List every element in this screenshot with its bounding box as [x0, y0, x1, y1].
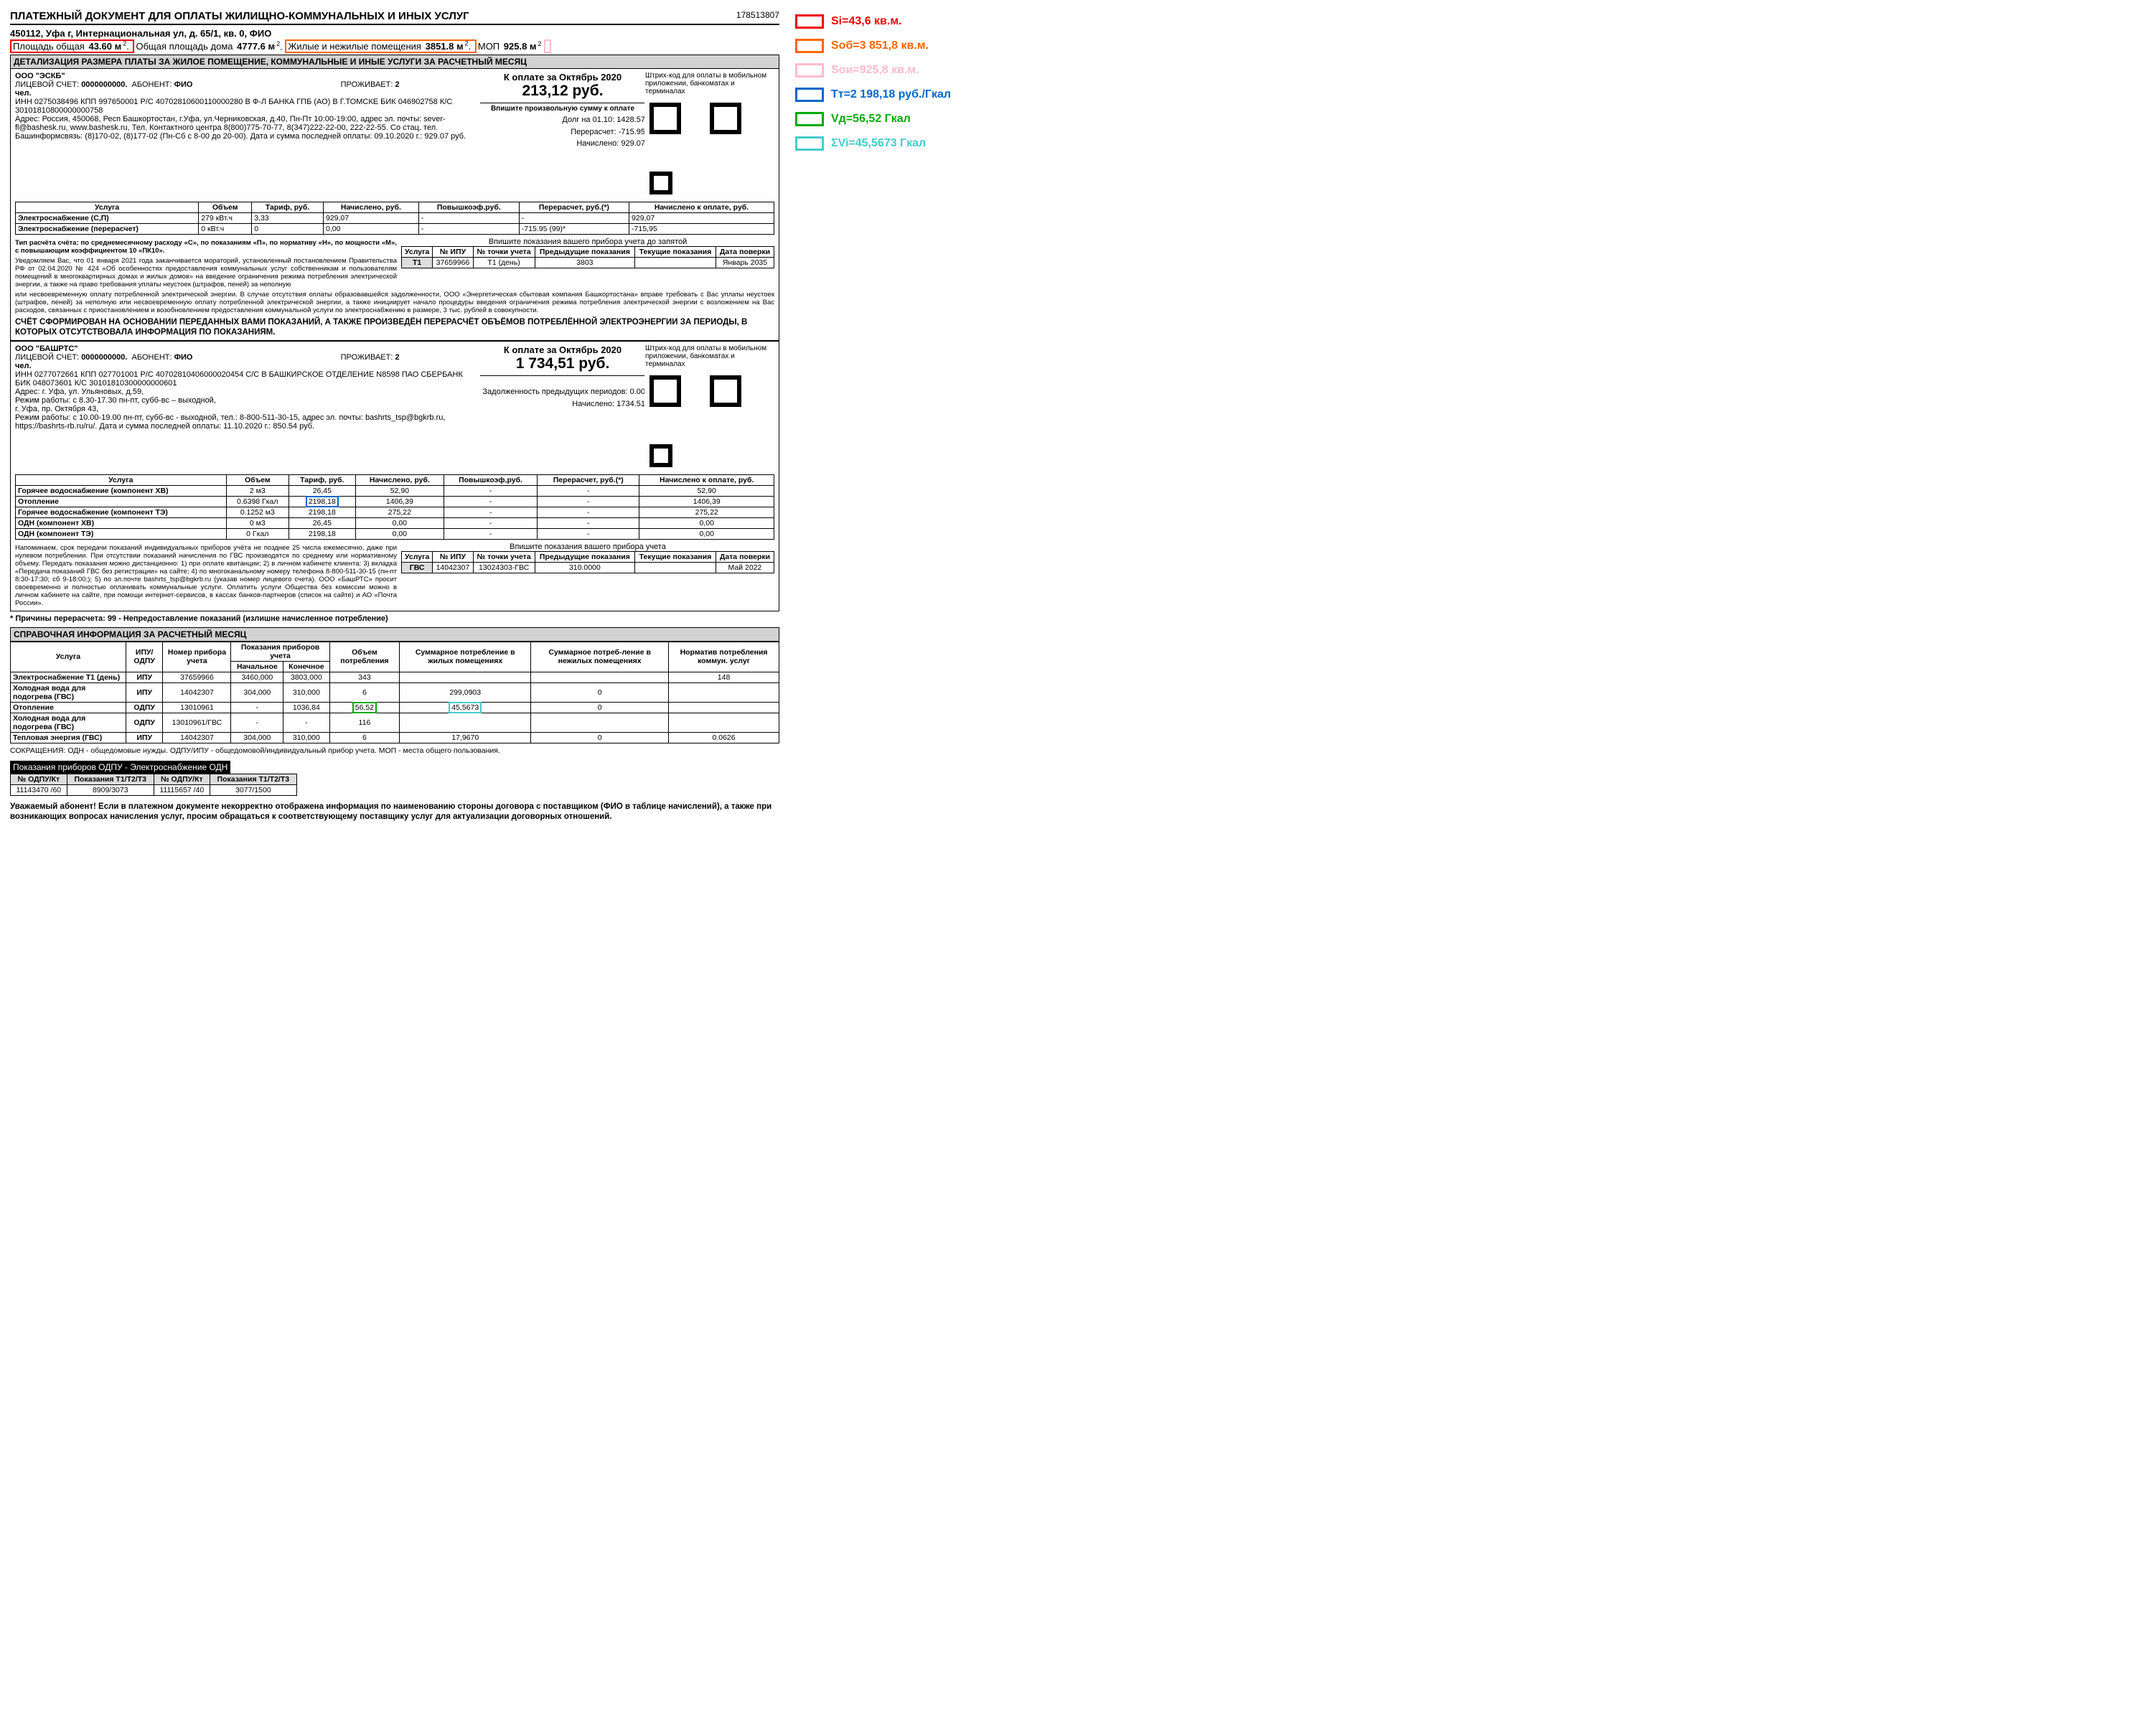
org1-block: ООО "ЭСКБ" ЛИЦЕВОЙ СЧЕТ: 0000000000. АБО…: [10, 69, 779, 341]
address-line: 450112, Уфа г, Интернациональная ул, д. …: [10, 28, 779, 39]
abbreviations: СОКРАЩЕНИЯ: ОДН - общедомовые нужды. ОДП…: [10, 746, 779, 755]
odpu-table: № ОДПУ/КтПоказания Т1/Т2/Т3№ ОДПУ/КтПока…: [10, 774, 297, 796]
qr-code-1: [645, 98, 746, 199]
org2-block: ООО "БАШРТС" ЛИЦЕВОЙ СЧЕТ: 0000000000. А…: [10, 341, 779, 611]
legend-item: ΣVi=45,5673 Гкал: [795, 136, 963, 151]
living-area-box: Жилые и нежилые помещения 3851.8 м2.: [285, 39, 476, 53]
doc-title: ПЛАТЕЖНЫЙ ДОКУМЕНТ ДЛЯ ОПЛАТЫ ЖИЛИЩНО-КО…: [10, 10, 469, 22]
legend-sidebar: Si=43,6 кв.м. Sоб=3 851,8 кв.м. Sои=925,8 …: [789, 0, 969, 832]
area-total-box: Площадь общая 43.60 м2.: [10, 39, 134, 53]
odpu-header: Показания приборов ОДПУ - Электроснабжен…: [10, 761, 230, 774]
recalc-footnote: * Причины перерасчета: 99 - Непредоставл…: [10, 614, 779, 623]
legend-item: Si=43,6 кв.м.: [795, 14, 963, 29]
legend-item: Vд=56,52 Гкал: [795, 112, 963, 126]
legend-item: Sоб=3 851,8 кв.м.: [795, 39, 963, 53]
title-row: ПЛАТЕЖНЫЙ ДОКУМЕНТ ДЛЯ ОПЛАТЫ ЖИЛИЩНО-КО…: [10, 10, 779, 25]
charges-table-2: УслугаОбъемТариф, руб.Начислено, руб.Пов…: [15, 474, 774, 540]
org1-bank: ИНН 0275038496 КПП 997650001 Р/С 4070281…: [15, 98, 480, 115]
notice-1: СЧЁТ СФОРМИРОВАН НА ОСНОВАНИИ ПЕРЕДАННЫХ…: [15, 317, 774, 338]
legend-item: Tт=2 198,18 руб./Гкал: [795, 88, 963, 102]
section1-header: ДЕТАЛИЗАЦИЯ РАЗМЕРА ПЛАТЫ ЗА ЖИЛОЕ ПОМЕЩ…: [10, 55, 779, 69]
area-line: Площадь общая 43.60 м2. Общая площадь до…: [10, 40, 779, 52]
meter-table-2: Услуга№ ИПУ№ точки учетаПредыдущие показ…: [401, 551, 774, 573]
charges-table-1: УслугаОбъемТариф, руб.Начислено, руб.Пов…: [15, 202, 774, 235]
utility-bill-page: ПЛАТЕЖНЫЙ ДОКУМЕНТ ДЛЯ ОПЛАТЫ ЖИЛИЩНО-КО…: [0, 0, 789, 832]
doc-number: 178513807: [736, 10, 779, 22]
org1-addr: Адрес: Россия, 450068, Респ Башкортостан…: [15, 115, 480, 141]
meter-table-1: Услуга№ ИПУ№ точки учетаПредыдущие показ…: [401, 246, 774, 268]
reference-table: Услуга ИПУ/ОДПУ Номер прибора учета Пока…: [10, 642, 779, 743]
qr-code-2: [645, 371, 746, 471]
amount1: 213,12 руб.: [480, 83, 645, 103]
legend-item: Sои=925,8 кв.м.: [795, 63, 963, 78]
mop-box: [544, 39, 551, 53]
reference-header: СПРАВОЧНАЯ ИНФОРМАЦИЯ ЗА РАСЧЕТНЫЙ МЕСЯЦ: [10, 627, 779, 642]
final-notice: Уважаемый абонент! Если в платежном доку…: [10, 802, 779, 822]
amount2: 1 734,51 руб.: [480, 355, 645, 376]
